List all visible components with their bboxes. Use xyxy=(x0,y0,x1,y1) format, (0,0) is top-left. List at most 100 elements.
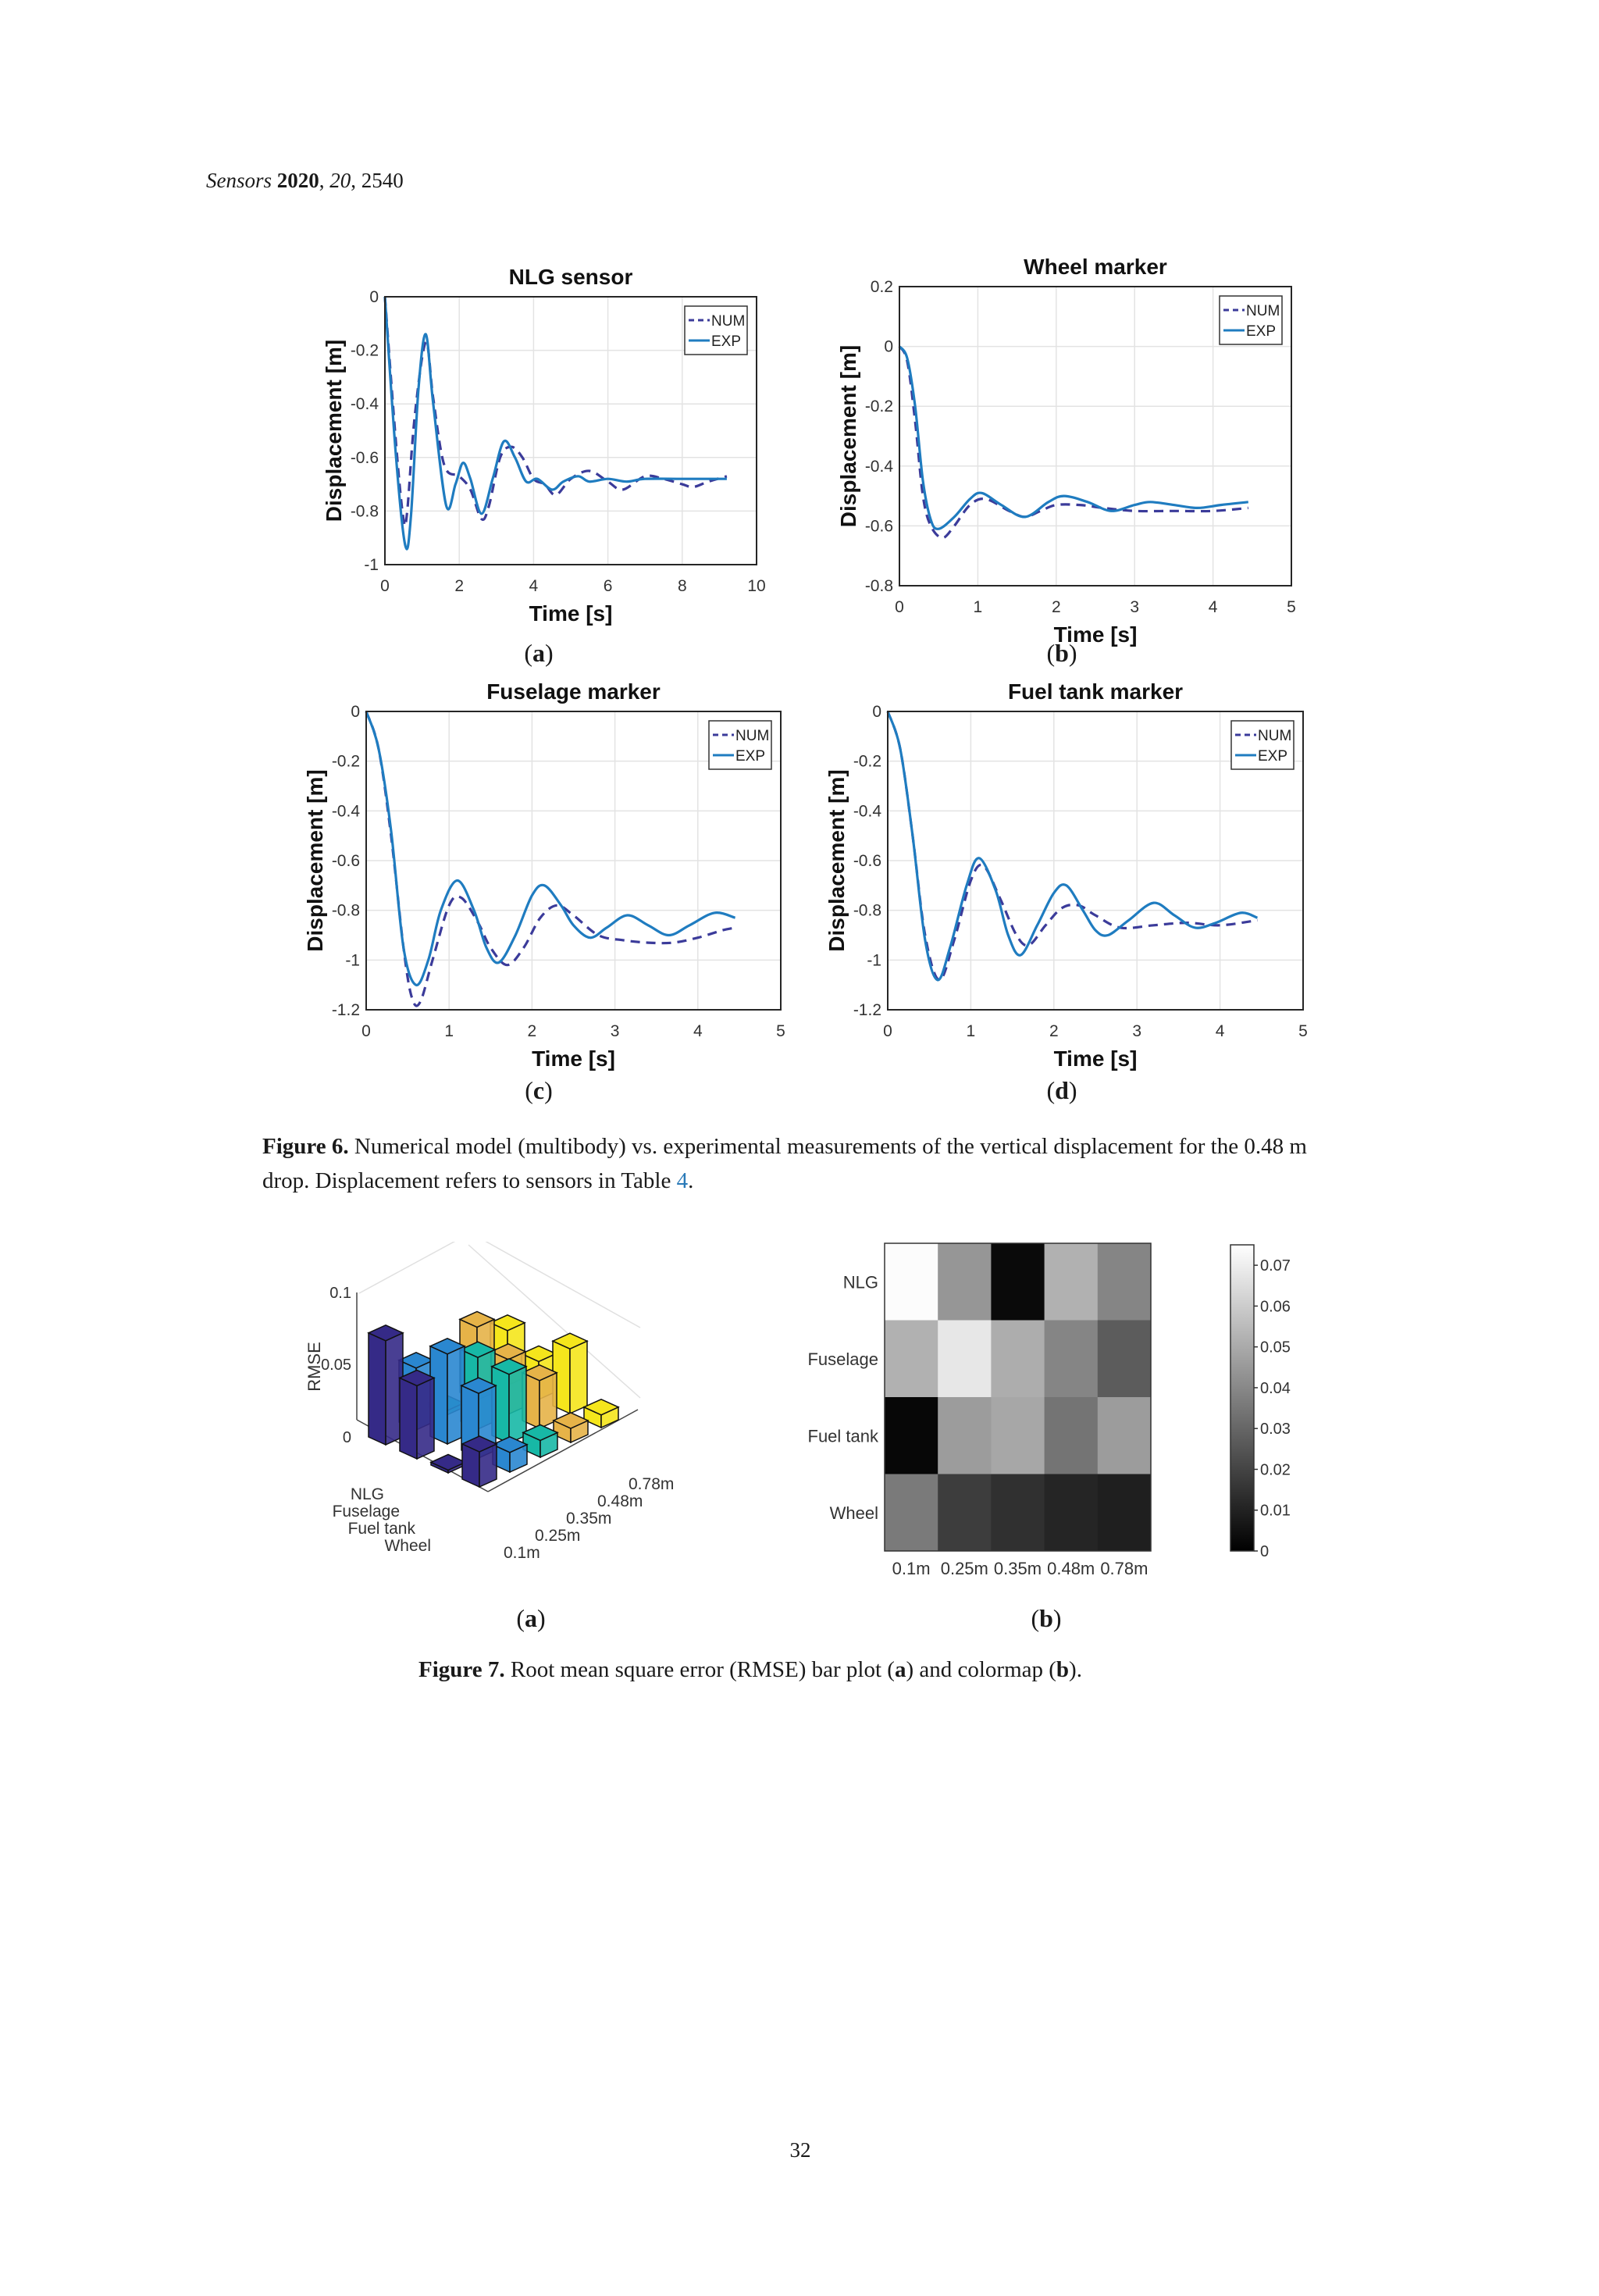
bar-wheel-0.48m xyxy=(552,1412,589,1444)
svg-text:0: 0 xyxy=(369,288,379,306)
svg-text:RMSE: RMSE xyxy=(304,1342,324,1392)
bar-fuselage-0.1m xyxy=(398,1369,436,1460)
heatmap-cell xyxy=(885,1474,938,1552)
table-reference-link[interactable]: 4 xyxy=(676,1168,689,1193)
svg-text:Wheel: Wheel xyxy=(830,1503,878,1523)
heatmap-cell xyxy=(1044,1243,1099,1321)
heatmap-cell xyxy=(885,1397,938,1474)
chart-wheel-marker: 0 1 2 3 4 5 0.2 0 -0.2 -0.4 -0.6 -0.8 Wheel marker Ti… xyxy=(836,255,1296,647)
svg-text:0.78m: 0.78m xyxy=(629,1475,674,1493)
chart-fuselage-marker: 0 1 2 3 4 5 0 -0.2 -0.4 -0.6 -0.8 -1 -1.2 Fuselage ma… xyxy=(303,679,785,1071)
svg-text:0.1m: 0.1m xyxy=(504,1544,540,1562)
svg-text:2: 2 xyxy=(1052,598,1061,616)
heatmap-cell xyxy=(885,1243,938,1321)
heatmap-cell xyxy=(938,1243,992,1321)
svg-text:-0.6: -0.6 xyxy=(351,449,379,467)
caption-end: . xyxy=(688,1168,694,1193)
svg-text:5: 5 xyxy=(776,1022,785,1040)
svg-text:0.02: 0.02 xyxy=(1260,1461,1291,1478)
svg-text:-0.4: -0.4 xyxy=(853,802,882,820)
svg-text:Displacement [m]: Displacement [m] xyxy=(824,769,849,951)
svg-text:0.78m: 0.78m xyxy=(1100,1559,1148,1578)
svg-text:Time [s]: Time [s] xyxy=(529,601,613,626)
svg-text:-0.8: -0.8 xyxy=(351,502,379,520)
figure7-label: Figure 7. xyxy=(418,1657,505,1682)
svg-text:-1.2: -1.2 xyxy=(332,1001,360,1019)
svg-text:Fuel tank marker: Fuel tank marker xyxy=(1008,679,1183,704)
svg-text:NUM: NUM xyxy=(1246,303,1280,319)
svg-text:-0.8: -0.8 xyxy=(865,577,893,595)
series-exp xyxy=(898,345,1248,530)
svg-text:3: 3 xyxy=(1130,598,1139,616)
svg-text:Fuselage: Fuselage xyxy=(333,1503,400,1521)
svg-text:-0.6: -0.6 xyxy=(332,852,360,870)
article-number: 2540 xyxy=(361,169,404,192)
svg-text:Fuselage: Fuselage xyxy=(807,1349,878,1369)
svg-text:0.1: 0.1 xyxy=(329,1285,351,1302)
svg-text:0.1m: 0.1m xyxy=(892,1559,931,1578)
series-exp xyxy=(383,296,727,551)
svg-text:-0.6: -0.6 xyxy=(865,517,893,535)
series-exp xyxy=(365,711,736,986)
heatmap-cell xyxy=(1097,1474,1152,1552)
figure6-label: Figure 6. xyxy=(262,1134,349,1159)
svg-text:-0.2: -0.2 xyxy=(351,342,379,360)
bar-nlg-0.1m xyxy=(367,1324,404,1446)
heatmap-cell xyxy=(938,1474,992,1552)
svg-text:1: 1 xyxy=(967,1022,976,1040)
caption-text: Root mean square error (RMSE) bar plot ( xyxy=(504,1657,895,1682)
heatmap-cell xyxy=(991,1320,1045,1398)
chart-nlg-sensor: 0 2 4 6 8 10 0 -0.2 -0.4 -0.6 -0.8 -1 NLG sensor Time… xyxy=(322,265,766,626)
panel-label-7b: (b) xyxy=(1031,1604,1062,1632)
svg-text:0.07: 0.07 xyxy=(1260,1257,1291,1275)
heatmap-cell xyxy=(1097,1397,1152,1474)
svg-text:0: 0 xyxy=(895,598,904,616)
svg-text:Time [s]: Time [s] xyxy=(532,1046,615,1071)
bar-wheel-0.78m xyxy=(582,1398,620,1429)
svg-text:NLG: NLG xyxy=(843,1272,878,1292)
svg-text:0.2: 0.2 xyxy=(871,278,893,296)
svg-text:-0.2: -0.2 xyxy=(865,398,893,415)
svg-text:-1: -1 xyxy=(364,556,379,574)
svg-text:1: 1 xyxy=(974,598,983,616)
svg-text:-1: -1 xyxy=(345,951,360,969)
heatmap-cell xyxy=(938,1320,992,1398)
svg-text:Displacement [m]: Displacement [m] xyxy=(836,345,860,527)
svg-text:-0.4: -0.4 xyxy=(332,802,361,820)
svg-text:0.48m: 0.48m xyxy=(1047,1559,1095,1578)
svg-text:Fuel tank: Fuel tank xyxy=(348,1520,416,1538)
bar-fuselage-0.25m xyxy=(429,1337,466,1446)
chart-fuel-tank-marker: 0 1 2 3 4 5 0 -0.2 -0.4 -0.6 -0.8 -1 -1.2 Fuel tank m… xyxy=(824,679,1308,1071)
figure7-caption: Figure 7. Root mean square error (RMSE) … xyxy=(418,1652,1277,1687)
svg-text:-0.8: -0.8 xyxy=(332,902,360,920)
svg-text:NUM: NUM xyxy=(711,313,745,330)
svg-text:EXP: EXP xyxy=(1246,323,1276,340)
panel-label-a: (a) xyxy=(524,639,554,667)
heatmap-cell xyxy=(1044,1397,1099,1474)
series-num xyxy=(383,296,728,528)
svg-text:0.48m: 0.48m xyxy=(597,1492,643,1510)
svg-text:5: 5 xyxy=(1287,598,1296,616)
svg-text:EXP: EXP xyxy=(711,333,741,350)
caption-end: ). xyxy=(1069,1657,1082,1682)
svg-text:0: 0 xyxy=(361,1022,371,1040)
figure6-caption-text: Numerical model (multibody) vs. experime… xyxy=(262,1134,1307,1193)
svg-text:-0.8: -0.8 xyxy=(853,902,881,920)
journal-year: 2020 xyxy=(276,169,319,192)
svg-text:EXP: EXP xyxy=(735,748,765,765)
svg-text:0.01: 0.01 xyxy=(1260,1503,1291,1520)
legend: NUM EXP xyxy=(708,720,772,770)
bar-fuel-tank-0.48m xyxy=(521,1364,558,1430)
svg-text:0.25m: 0.25m xyxy=(941,1559,988,1578)
svg-text:0: 0 xyxy=(872,703,881,721)
svg-text:0.25m: 0.25m xyxy=(535,1527,580,1545)
svg-text:2: 2 xyxy=(528,1022,537,1040)
svg-text:0.03: 0.03 xyxy=(1260,1421,1291,1438)
svg-text:-0.2: -0.2 xyxy=(332,753,360,771)
figure6-caption: Figure 6. Numerical model (multibody) vs… xyxy=(262,1129,1355,1198)
running-header: Sensors 2020, 20, 2540 xyxy=(206,169,404,193)
bar-wheel-0.35m xyxy=(522,1424,559,1459)
svg-text:0: 0 xyxy=(883,1022,892,1040)
svg-text:3: 3 xyxy=(611,1022,620,1040)
